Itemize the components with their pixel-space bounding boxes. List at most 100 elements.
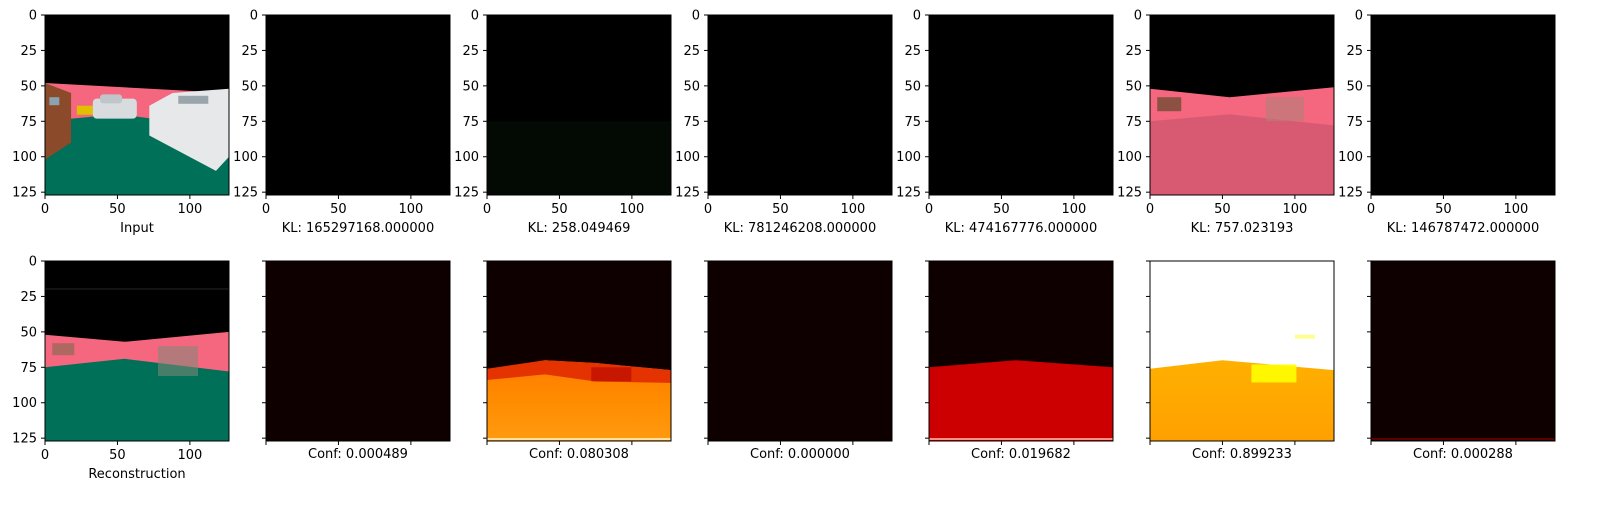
subplot-top-3: 0 25 50 75 100 125 0 50 100 KL: 781246208.000000 — [675, 9, 893, 236]
image-window — [49, 97, 60, 106]
x-tick-label: 50 — [1214, 202, 1231, 217]
subplot-caption: Conf: 0.000489 — [308, 447, 408, 462]
subplot-frame — [44, 260, 230, 442]
y-tick-label: 100 — [233, 150, 258, 165]
y-tick-label: 100 — [675, 150, 700, 165]
image-smudge-right — [158, 346, 199, 377]
subplot-top-5: 0 25 50 75 100 125 0 50 100 KL: 757.023193 — [1117, 9, 1335, 236]
y-tick-label: 25 — [20, 290, 37, 305]
y-tick-label: 125 — [675, 186, 700, 201]
y-tick-label: 75 — [1346, 115, 1363, 130]
x-tick-label: 100 — [177, 448, 202, 463]
subplot-caption: KL: 165297168.000000 — [282, 221, 434, 236]
y-tick-label: 75 — [241, 115, 258, 130]
image-car-1-roof — [100, 94, 123, 104]
y-tick-label: 75 — [683, 115, 700, 130]
y-tick-label: 25 — [462, 44, 479, 59]
x-tick-label: 50 — [772, 202, 789, 217]
y-tick-label: 50 — [20, 79, 37, 94]
subplot-caption: KL: 757.023193 — [1191, 221, 1294, 236]
subplot-frame — [1149, 260, 1335, 442]
y-tick-label: 25 — [683, 44, 700, 59]
image-black — [266, 15, 450, 195]
image-heat-dark — [1371, 261, 1555, 441]
y-tick-label: 50 — [1125, 79, 1142, 94]
y-tick-label: 75 — [20, 115, 37, 130]
x-tick-label: 100 — [840, 202, 865, 217]
x-tick-label: 100 — [1282, 202, 1307, 217]
x-tick-label: 100 — [177, 202, 202, 217]
y-tick-label: 100 — [12, 396, 37, 411]
y-tick-label: 125 — [1338, 186, 1363, 201]
subplot-caption: Conf: 0.080308 — [529, 447, 629, 462]
y-tick-label: 75 — [1125, 115, 1142, 130]
subplot-caption: Input — [120, 221, 154, 236]
image-faint-ground — [487, 121, 671, 195]
image-yellow-car — [76, 105, 93, 115]
subplot-caption: Conf: 0.000000 — [750, 447, 850, 462]
y-tick-label: 0 — [692, 9, 700, 24]
y-tick-label: 50 — [20, 325, 37, 340]
subplot-top-0: 0 25 50 75 100 125 0 50 100 Input — [12, 9, 230, 236]
subplot-bottom-5: Conf: 0.899233 — [1146, 260, 1335, 462]
subplot-frame — [486, 260, 672, 442]
subplot-frame — [928, 14, 1114, 196]
y-tick-label: 50 — [904, 79, 921, 94]
x-tick-label: 50 — [109, 448, 126, 463]
image-black — [1371, 15, 1555, 195]
x-tick-label: 0 — [925, 202, 933, 217]
subplot-bottom-2: Conf: 0.080308 — [483, 260, 672, 462]
subplot-caption: Conf: 0.019682 — [971, 447, 1071, 462]
subplot-caption: KL: 781246208.000000 — [724, 221, 876, 236]
y-tick-label: 25 — [1125, 44, 1142, 59]
subplot-frame — [1370, 14, 1556, 196]
image-car-2-window — [178, 95, 209, 104]
x-tick-label: 100 — [398, 202, 423, 217]
subplot-frame — [265, 260, 451, 442]
subplot-caption: Reconstruction — [88, 467, 185, 482]
subplot-frame — [44, 14, 230, 196]
image-heat-yellow-patch — [1251, 364, 1297, 383]
image-heat-red-region — [929, 360, 1113, 441]
subplot-bottom-3: Conf: 0.000000 — [704, 260, 893, 462]
image-car-2 — [149, 88, 229, 171]
x-tick-label: 50 — [1435, 202, 1452, 217]
y-tick-label: 25 — [1346, 44, 1363, 59]
subplot-caption: Conf: 0.899233 — [1192, 447, 1292, 462]
image-car-1 — [92, 98, 137, 119]
y-tick-label: 125 — [12, 432, 37, 447]
x-tick-label: 0 — [1146, 202, 1154, 217]
y-tick-label: 0 — [29, 255, 37, 270]
x-tick-label: 0 — [704, 202, 712, 217]
x-tick-label: 0 — [41, 202, 49, 217]
y-tick-label: 25 — [20, 44, 37, 59]
image-heat-dark — [708, 261, 892, 441]
subplot-caption: KL: 474167776.000000 — [945, 221, 1097, 236]
image-heat-dark — [266, 261, 450, 441]
y-tick-label: 50 — [1346, 79, 1363, 94]
y-tick-label: 125 — [896, 186, 921, 201]
subplot-frame — [265, 14, 451, 196]
y-tick-label: 50 — [683, 79, 700, 94]
image-smudge-left — [1157, 97, 1182, 112]
x-tick-label: 0 — [41, 448, 49, 463]
y-tick-label: 100 — [1338, 150, 1363, 165]
subplot-frame — [1370, 260, 1556, 442]
subplot-top-6: 0 25 50 75 100 125 0 50 100 KL: 146787472.000000 — [1338, 9, 1556, 236]
y-tick-label: 100 — [454, 150, 479, 165]
subplot-caption: Conf: 0.000288 — [1413, 447, 1513, 462]
subplot-bottom-1: Conf: 0.000489 — [262, 260, 451, 462]
y-tick-label: 0 — [29, 9, 37, 24]
x-tick-label: 0 — [262, 202, 270, 217]
y-tick-label: 0 — [1134, 9, 1142, 24]
y-tick-label: 75 — [20, 361, 37, 376]
subplot-top-2: 0 25 50 75 100 125 0 50 100 KL: 258.049469 — [454, 9, 672, 236]
subplot-frame — [707, 260, 893, 442]
x-tick-label: 100 — [619, 202, 644, 217]
image-black — [708, 15, 892, 195]
y-tick-label: 100 — [896, 150, 921, 165]
y-tick-label: 0 — [1355, 9, 1363, 24]
subplot-caption: KL: 258.049469 — [528, 221, 631, 236]
image-bottom-line — [929, 438, 1113, 440]
subplot-top-4: 0 25 50 75 100 125 0 50 100 KL: 474167776.000000 — [896, 9, 1114, 236]
